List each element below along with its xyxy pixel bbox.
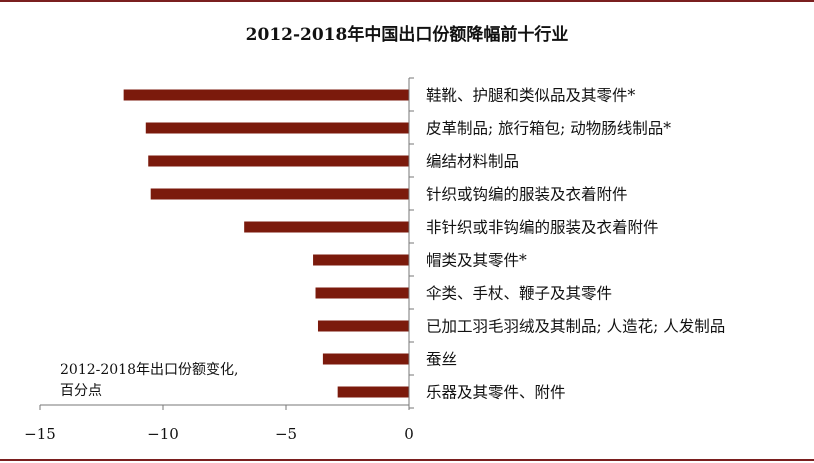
- bar-3: [150, 188, 409, 200]
- category-label-3: 针织或钩编的服装及衣着附件: [426, 186, 628, 204]
- category-label-1: 皮革制品; 旅行箱包; 动物肠线制品*: [426, 120, 671, 138]
- category-label-9: 乐器及其零件、附件: [426, 384, 566, 402]
- x-tick-label-2: −5: [275, 425, 297, 443]
- bars-group: [123, 89, 410, 398]
- bar-5: [313, 254, 409, 266]
- category-label-0: 鞋靴、护腿和类似品及其零件*: [426, 87, 636, 105]
- x-tick-label-3: 0: [404, 425, 414, 443]
- tick-labels: −15 −10 −5 0: [24, 425, 414, 443]
- bar-9: [337, 386, 409, 398]
- bar-1: [145, 122, 409, 134]
- category-label-2: 编结材料制品: [426, 153, 519, 171]
- axes: [39, 77, 414, 410]
- bar-0: [123, 89, 409, 101]
- x-tick-label-1: −10: [147, 425, 179, 443]
- bar-6: [315, 287, 409, 299]
- annotation-line-1: 2012-2018年出口份额变化,: [60, 362, 238, 378]
- category-label-7: 已加工羽毛羽绒及其制品; 人造花; 人发制品: [426, 318, 725, 336]
- bar-4: [244, 221, 409, 233]
- chart-title: 2012-2018年中国出口份额降幅前十行业: [246, 24, 569, 45]
- category-label-4: 非针织或非钩编的服装及衣着附件: [426, 219, 659, 237]
- category-label-6: 伞类、手杖、鞭子及其零件: [426, 285, 612, 303]
- annotation-line-2: 百分点: [60, 383, 102, 399]
- bar-2: [148, 155, 410, 167]
- bar-7: [317, 320, 409, 332]
- category-labels: 鞋靴、护腿和类似品及其零件* 皮革制品; 旅行箱包; 动物肠线制品* 编结材料制品针…: [426, 87, 725, 402]
- category-label-5: 帽类及其零件*: [426, 252, 527, 270]
- bar-8: [322, 353, 409, 365]
- x-tick-label-0: −15: [24, 425, 56, 443]
- category-label-8: 蚕丝: [426, 351, 457, 369]
